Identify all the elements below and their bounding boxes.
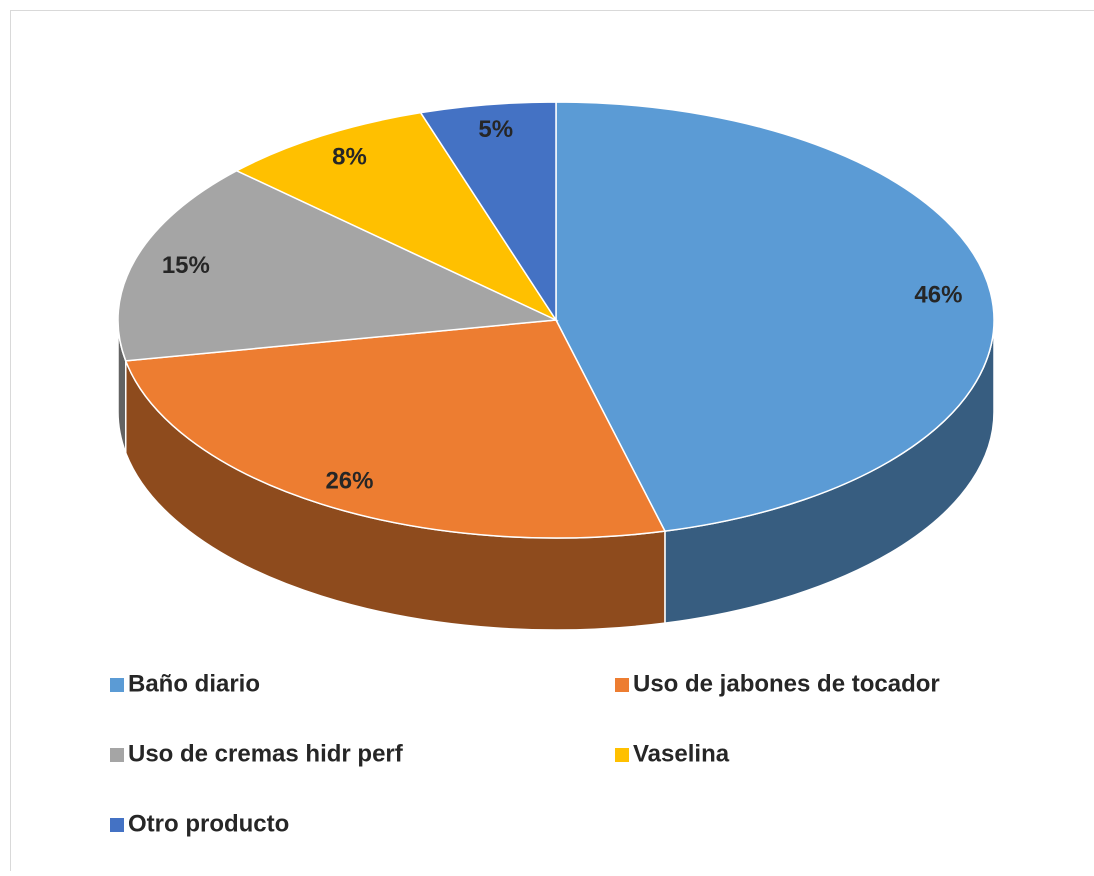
data-label: 46% <box>914 281 962 308</box>
legend-label: Uso de jabones de tocador <box>633 670 940 697</box>
legend-swatch <box>110 678 124 692</box>
legend-swatch <box>615 748 629 762</box>
legend-swatch <box>110 818 124 832</box>
data-label: 5% <box>478 116 513 143</box>
legend-swatch <box>110 748 124 762</box>
legend-label: Vaselina <box>633 740 730 767</box>
legend-label: Baño diario <box>128 670 260 697</box>
data-label: 15% <box>162 252 210 279</box>
legend-label: Uso de cremas hidr perf <box>128 740 404 767</box>
legend-label: Otro producto <box>128 810 289 837</box>
data-label: 26% <box>325 467 373 494</box>
data-label: 8% <box>332 143 367 170</box>
legend-swatch <box>615 678 629 692</box>
